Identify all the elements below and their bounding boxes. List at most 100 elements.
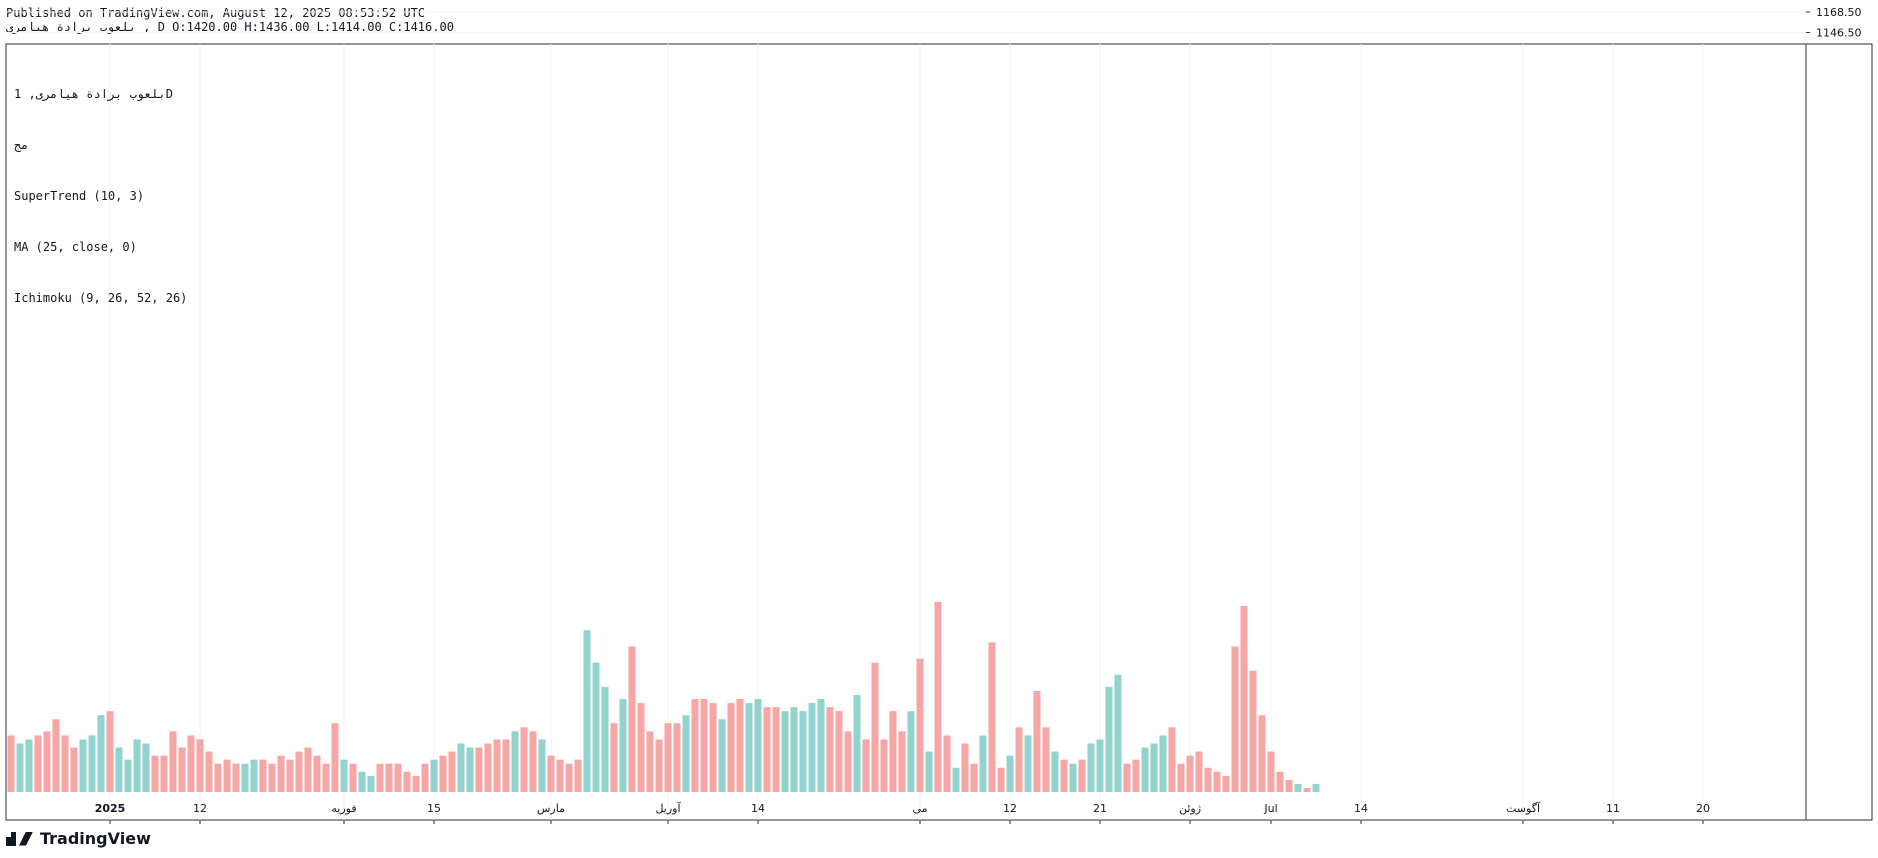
volume-bar xyxy=(286,759,294,792)
volume-bar xyxy=(1168,727,1176,792)
time-tick-label: ژوئن xyxy=(1179,802,1201,815)
volume-bar xyxy=(880,739,888,792)
volume-bar xyxy=(1240,606,1248,792)
volume-bar xyxy=(250,759,258,792)
legend-exchange: مج xyxy=(14,138,29,152)
volume-bar xyxy=(268,763,276,792)
volume-bar xyxy=(430,759,438,792)
volume-bar xyxy=(727,703,735,792)
volume-bar xyxy=(475,747,483,792)
volume-bar xyxy=(646,731,654,792)
volume-bar xyxy=(205,751,213,792)
grid-lines xyxy=(6,11,1806,820)
volume-bar xyxy=(952,767,960,792)
price-axis xyxy=(1805,43,1873,821)
volume-bar xyxy=(997,767,1005,792)
volume-bar xyxy=(1114,674,1122,792)
volume-bar xyxy=(160,755,168,792)
volume-bar xyxy=(520,727,528,792)
volume-bar xyxy=(331,723,339,792)
volume-bar xyxy=(898,731,906,792)
volume-bar xyxy=(511,731,519,792)
volume-bar xyxy=(610,723,618,792)
legend-ichimoku[interactable]: Ichimoku (9, 26, 52, 26) xyxy=(14,291,188,305)
time-tick-label: آوريل xyxy=(655,801,681,815)
volume-bar xyxy=(214,763,222,792)
volume-bar xyxy=(826,707,834,792)
legend-supertrend[interactable]: SuperTrend (10, 3) xyxy=(14,189,145,203)
time-tick-label: 15 xyxy=(427,802,441,815)
volume-bar xyxy=(1276,771,1284,792)
time-tick-label: Jul xyxy=(1263,802,1277,815)
volume-bar xyxy=(529,731,537,792)
time-tick-label: 11 xyxy=(1606,802,1620,815)
volume-bar xyxy=(457,743,465,792)
volume-bar xyxy=(367,775,375,792)
volume-bar xyxy=(277,755,285,792)
volume-bar xyxy=(322,763,330,792)
volume-bar xyxy=(376,763,384,792)
volume-bar xyxy=(871,662,879,792)
volume-bar xyxy=(1078,759,1086,792)
volume-bar xyxy=(1141,747,1149,792)
time-tick-label: 12 xyxy=(193,802,207,815)
volume-bar xyxy=(736,699,744,792)
volume-bar xyxy=(1024,735,1032,792)
volume-bar xyxy=(1132,759,1140,792)
volume-bar xyxy=(970,763,978,792)
volume-bar xyxy=(34,735,42,792)
volume-bar xyxy=(889,711,897,792)
volume-bar xyxy=(70,747,78,792)
volume-bar xyxy=(1096,739,1104,792)
volume-bar xyxy=(1213,771,1221,792)
volume-bar xyxy=(862,739,870,792)
price-tick-label: 1146.50 xyxy=(1816,26,1862,39)
volume-bar xyxy=(844,731,852,792)
volume-bar xyxy=(772,707,780,792)
volume-bar xyxy=(988,642,996,792)
volume-bar xyxy=(601,686,609,792)
time-tick-label: 21 xyxy=(1093,802,1107,815)
time-tick-label: 12 xyxy=(1003,802,1017,815)
plot-frame xyxy=(5,43,1807,821)
volume-bar xyxy=(961,743,969,792)
volume-bar xyxy=(925,751,933,792)
volume-bar xyxy=(1105,686,1113,792)
volume-bar xyxy=(1303,787,1311,792)
chart-legend: بلعوب برادة هيامرى, 1D مج SuperTrend (10… xyxy=(14,52,187,324)
volume-bar xyxy=(1249,670,1257,792)
volume-bar xyxy=(547,755,555,792)
volume-bar xyxy=(295,751,303,792)
volume-bar xyxy=(124,759,132,792)
volume-bar xyxy=(709,703,717,792)
time-tick-label: 14 xyxy=(751,802,765,815)
volume-bar xyxy=(1033,690,1041,792)
volume-bar xyxy=(1069,763,1077,792)
volume-bar xyxy=(574,759,582,792)
time-tick-label: 20 xyxy=(1696,802,1710,815)
volume-bar xyxy=(52,719,60,792)
price-tick-label: 1168.50 xyxy=(1816,6,1862,19)
volume-bar xyxy=(718,719,726,792)
volume-bar xyxy=(385,763,393,792)
volume-bar xyxy=(169,731,177,792)
volume-bar xyxy=(817,699,825,792)
volume-bar xyxy=(682,715,690,792)
volume-bar xyxy=(1222,775,1230,792)
legend-ma[interactable]: MA (25, close, 0) xyxy=(14,240,137,254)
legend-symbol[interactable]: بلعوب برادة هيامرى, 1D xyxy=(14,87,173,101)
volume-bar xyxy=(115,747,123,792)
volume-bar xyxy=(241,763,249,792)
volume-bar xyxy=(187,735,195,792)
volume-bar xyxy=(1312,783,1320,792)
volume-bar xyxy=(763,707,771,792)
time-tick-label: آگوست xyxy=(1506,801,1541,815)
volume-bar xyxy=(232,763,240,792)
volume-bar xyxy=(934,602,942,792)
volume-bar xyxy=(979,735,987,792)
volume-bar xyxy=(835,711,843,792)
volume-bar xyxy=(538,739,546,792)
tradingview-brand[interactable]: TradingView xyxy=(6,829,151,848)
volume-bar xyxy=(1159,735,1167,792)
